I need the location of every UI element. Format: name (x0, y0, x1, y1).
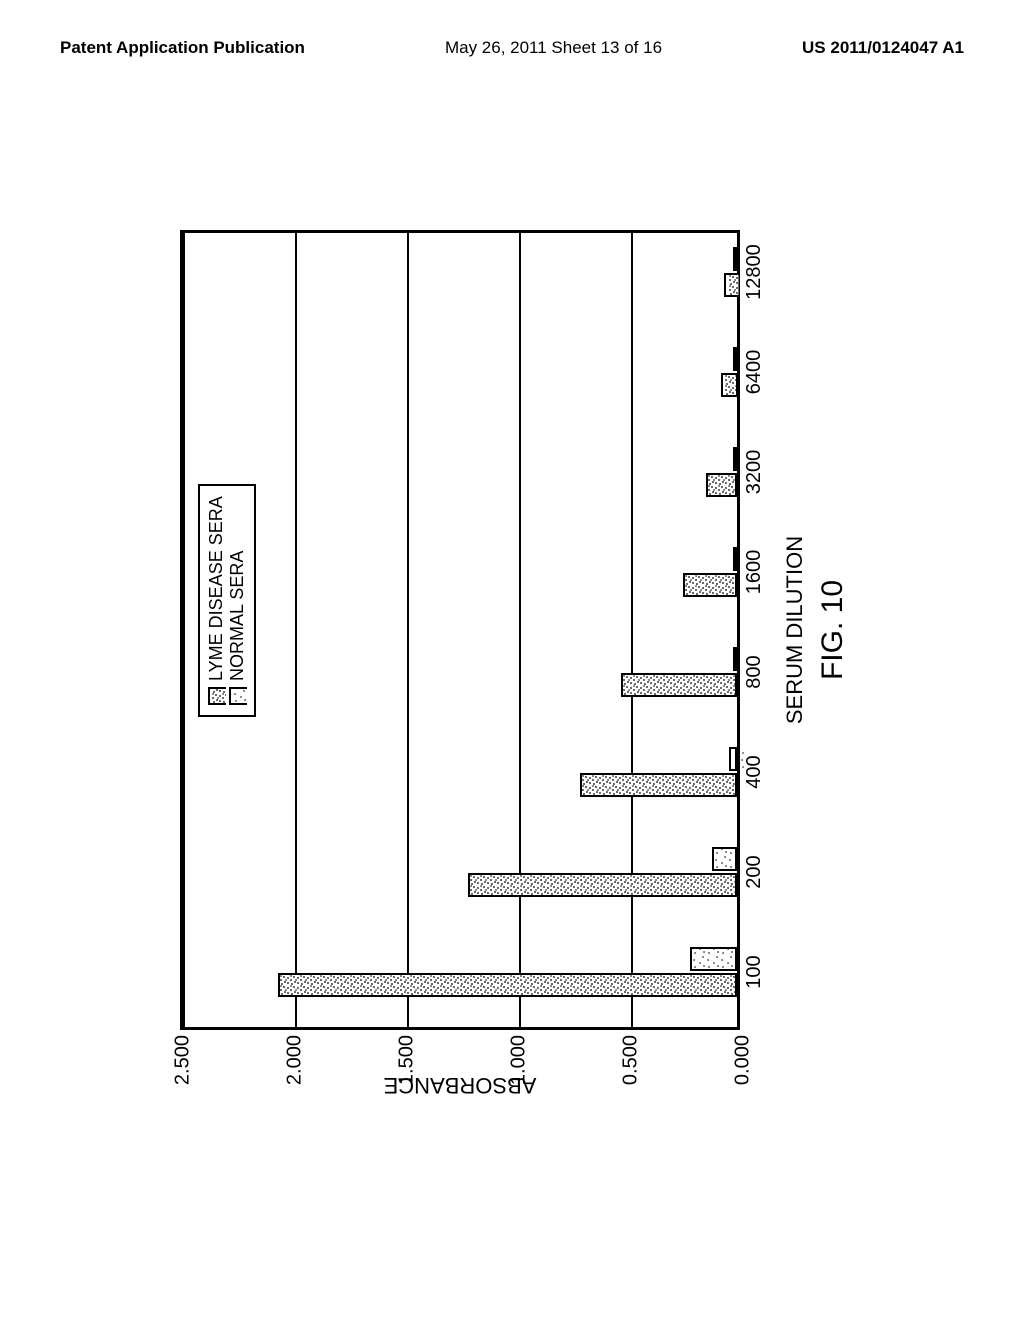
x-axis-label: SERUM DILUTION (782, 536, 808, 724)
chart-container: ABSORBANCE LYME DISEASE SERA NORMAL SERA (150, 180, 870, 1120)
legend-item-normal: NORMAL SERA (227, 496, 248, 705)
legend: LYME DISEASE SERA NORMAL SERA (198, 484, 256, 717)
bar-normal (733, 347, 737, 371)
y-tick-label: 0.000 (732, 1035, 755, 1085)
gridline (407, 233, 409, 1027)
bar-normal (733, 247, 737, 271)
legend-item-lyme: LYME DISEASE SERA (206, 496, 227, 705)
bar-normal (690, 947, 737, 971)
bar-lyme (724, 273, 737, 297)
x-tick-label: 200 (743, 855, 766, 888)
bar-lyme (278, 973, 737, 997)
bar-lyme (621, 673, 737, 697)
plot-area: LYME DISEASE SERA NORMAL SERA 0.0000.500… (180, 230, 740, 1030)
gridline (295, 233, 297, 1027)
bar-normal (729, 747, 737, 771)
x-tick-label: 3200 (743, 450, 766, 495)
x-tick-label: 1600 (743, 550, 766, 595)
figure-label: FIG. 10 (816, 580, 850, 680)
bar-normal (712, 847, 737, 871)
gridline (183, 233, 185, 1027)
y-tick-label: 2.500 (172, 1035, 195, 1085)
y-tick-label: 0.500 (620, 1035, 643, 1085)
y-tick-label: 1.000 (508, 1035, 531, 1085)
header-left: Patent Application Publication (60, 38, 305, 58)
bar-lyme (721, 373, 737, 397)
bar-normal (733, 547, 737, 571)
x-tick-label: 800 (743, 655, 766, 688)
x-tick-label: 12800 (743, 244, 766, 300)
gridline (519, 233, 521, 1027)
bar-normal (733, 447, 737, 471)
legend-label-lyme: LYME DISEASE SERA (206, 496, 227, 681)
x-tick-label: 6400 (743, 350, 766, 395)
x-tick-label: 100 (743, 955, 766, 988)
legend-swatch-lyme (208, 687, 226, 705)
header-right: US 2011/0124047 A1 (802, 38, 964, 58)
bar-lyme (706, 473, 737, 497)
legend-label-normal: NORMAL SERA (227, 551, 248, 681)
x-tick-label: 400 (743, 755, 766, 788)
bar-lyme (580, 773, 737, 797)
bar-lyme (468, 873, 737, 897)
bar-lyme (683, 573, 737, 597)
page-header: Patent Application Publication May 26, 2… (0, 38, 1024, 58)
header-center: May 26, 2011 Sheet 13 of 16 (445, 38, 662, 58)
gridline (631, 233, 633, 1027)
bar-normal (733, 647, 737, 671)
figure-10: ABSORBANCE LYME DISEASE SERA NORMAL SERA (150, 180, 870, 1120)
y-tick-label: 2.000 (284, 1035, 307, 1085)
y-tick-label: 1.500 (396, 1035, 419, 1085)
legend-swatch-normal (229, 687, 247, 705)
